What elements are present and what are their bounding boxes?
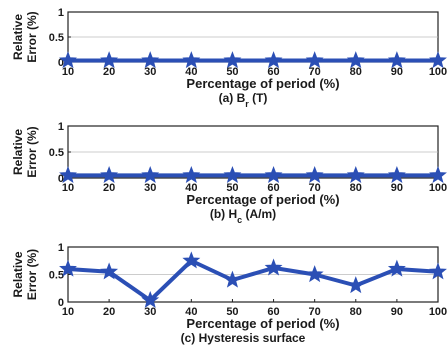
x-tick-label: 40	[185, 306, 197, 318]
data-point-star	[346, 165, 365, 184]
x-tick-label: 20	[103, 182, 115, 194]
data-point-star	[223, 51, 242, 69]
data-point-star	[429, 165, 447, 184]
x-tick-label: 30	[144, 66, 156, 78]
data-point-star	[264, 258, 283, 276]
series-line	[67, 258, 439, 303]
data-point-star	[182, 251, 201, 269]
y-tick-label: 0	[58, 57, 64, 69]
data-point-star	[182, 165, 201, 184]
data-point-star	[264, 165, 283, 184]
y-tick-label: 0	[58, 173, 64, 185]
panel-caption: (a) Br (T)	[219, 91, 268, 109]
x-axis-label: Percentage of period (%)	[186, 192, 339, 207]
data-point-star	[305, 51, 324, 69]
data-point-star	[100, 165, 119, 184]
data-point-star	[59, 165, 77, 184]
x-tick-label: 100	[429, 66, 447, 78]
data-point-star	[223, 270, 242, 288]
y-axis-label: Error (%)	[25, 126, 39, 177]
data-point-star	[59, 51, 77, 69]
y-tick-label: 1	[58, 121, 64, 133]
x-tick-label: 40	[185, 66, 197, 78]
x-tick-label: 20	[103, 306, 115, 318]
y-tick-label: 0.5	[49, 147, 64, 159]
x-tick-label: 90	[391, 182, 403, 194]
x-tick-label: 80	[350, 306, 362, 318]
panel-b: 0 0.5 1 10 20 30 40 50 60 70 80 90 100 Percentage of …	[11, 121, 447, 225]
data-point-star	[387, 259, 406, 277]
panel-caption: (c) Hysteresis surface	[181, 331, 306, 345]
x-tick-label: 90	[391, 66, 403, 78]
x-tick-label: 10	[62, 306, 74, 318]
y-tick-label: 1	[58, 242, 64, 254]
x-tick-label: 60	[267, 182, 279, 194]
x-tick-label: 10	[62, 182, 74, 194]
y-tick-label: 0.5	[49, 270, 64, 282]
x-tick-label: 10	[62, 66, 74, 78]
x-tick-label: 90	[391, 306, 403, 318]
panel-caption: (b) Hc (A/m)	[210, 207, 276, 225]
x-tick-label: 50	[226, 306, 238, 318]
data-point-star	[141, 51, 160, 69]
x-tick-label: 80	[350, 182, 362, 194]
x-axis-label: Percentage of period (%)	[186, 76, 339, 91]
x-tick-label: 80	[350, 66, 362, 78]
x-tick-label: 60	[267, 66, 279, 78]
data-point-star	[264, 51, 283, 69]
data-point-star	[141, 165, 160, 184]
x-tick-label: 100	[429, 182, 447, 194]
x-tick-label: 70	[309, 182, 321, 194]
x-tick-label: 20	[103, 66, 115, 78]
x-tick-label: 50	[226, 66, 238, 78]
data-point-star	[100, 51, 119, 69]
y-axis-label: Relative	[11, 129, 25, 175]
data-point-star	[305, 165, 324, 184]
data-point-star	[346, 276, 365, 294]
data-point-star	[182, 51, 201, 69]
data-point-star	[305, 265, 324, 283]
x-tick-label: 70	[309, 306, 321, 318]
x-tick-label: 60	[267, 306, 279, 318]
data-point-star	[429, 51, 447, 69]
panel-c: 0 0.5 1 10 20 30 40 50 60 70 80 90 100 Percentage of …	[11, 242, 447, 345]
data-point-star	[100, 262, 119, 280]
panel-a: 0 0.5 1 10 20 30 40 50 60 70 80 90 100 Percentage of …	[11, 7, 447, 109]
data-point-star	[387, 165, 406, 184]
x-tick-label: 100	[429, 306, 447, 318]
x-tick-label: 70	[309, 66, 321, 78]
y-tick-label: 1	[58, 7, 64, 19]
data-point-star	[387, 51, 406, 69]
data-point-star	[141, 290, 160, 308]
data-point-star	[429, 262, 447, 280]
data-point-star	[59, 259, 77, 277]
y-axis-label: Relative	[11, 251, 25, 297]
x-tick-label: 50	[226, 182, 238, 194]
y-axis-label: Error (%)	[25, 249, 39, 300]
y-axis-label: Error (%)	[25, 11, 39, 62]
x-tick-label: 40	[185, 182, 197, 194]
y-axis-label: Relative	[11, 14, 25, 60]
data-point-star	[223, 165, 242, 184]
y-tick-label: 0.5	[49, 32, 64, 44]
x-axis-label: Percentage of period (%)	[186, 316, 339, 331]
data-point-star	[346, 51, 365, 69]
y-tick-label: 0	[58, 297, 64, 309]
x-tick-label: 30	[144, 182, 156, 194]
x-tick-label: 30	[144, 306, 156, 318]
